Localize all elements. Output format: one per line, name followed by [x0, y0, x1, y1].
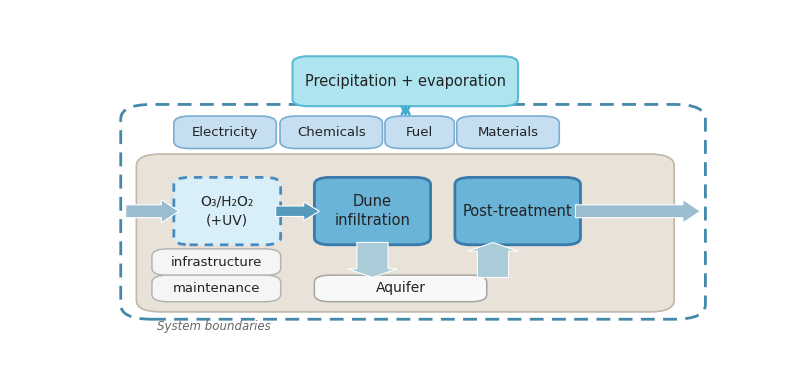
Polygon shape: [468, 243, 518, 277]
Polygon shape: [276, 202, 319, 221]
Text: infrastructure: infrastructure: [171, 256, 262, 269]
Polygon shape: [347, 243, 397, 277]
Text: O₃/H₂O₂
(+UV): O₃/H₂O₂ (+UV): [201, 195, 254, 227]
FancyBboxPatch shape: [174, 116, 276, 149]
Text: Dune
infiltration: Dune infiltration: [334, 194, 410, 229]
FancyBboxPatch shape: [280, 116, 383, 149]
Text: System boundaries: System boundaries: [157, 320, 271, 333]
FancyBboxPatch shape: [455, 177, 580, 245]
FancyBboxPatch shape: [457, 116, 559, 149]
FancyBboxPatch shape: [385, 116, 455, 149]
FancyBboxPatch shape: [314, 177, 430, 245]
FancyBboxPatch shape: [174, 177, 280, 245]
Polygon shape: [575, 200, 700, 223]
FancyBboxPatch shape: [314, 275, 487, 302]
Text: Aquifer: Aquifer: [376, 282, 426, 295]
Text: Chemicals: Chemicals: [297, 126, 366, 139]
Polygon shape: [126, 200, 179, 223]
Text: Fuel: Fuel: [406, 126, 434, 139]
Text: Post-treatment: Post-treatment: [463, 204, 572, 219]
Text: maintenance: maintenance: [172, 282, 260, 295]
FancyBboxPatch shape: [152, 249, 280, 276]
Text: Electricity: Electricity: [192, 126, 258, 139]
Text: Materials: Materials: [477, 126, 538, 139]
Text: Precipitation + evaporation: Precipitation + evaporation: [305, 74, 506, 89]
FancyBboxPatch shape: [152, 275, 280, 302]
FancyBboxPatch shape: [136, 154, 674, 312]
FancyBboxPatch shape: [293, 56, 518, 106]
